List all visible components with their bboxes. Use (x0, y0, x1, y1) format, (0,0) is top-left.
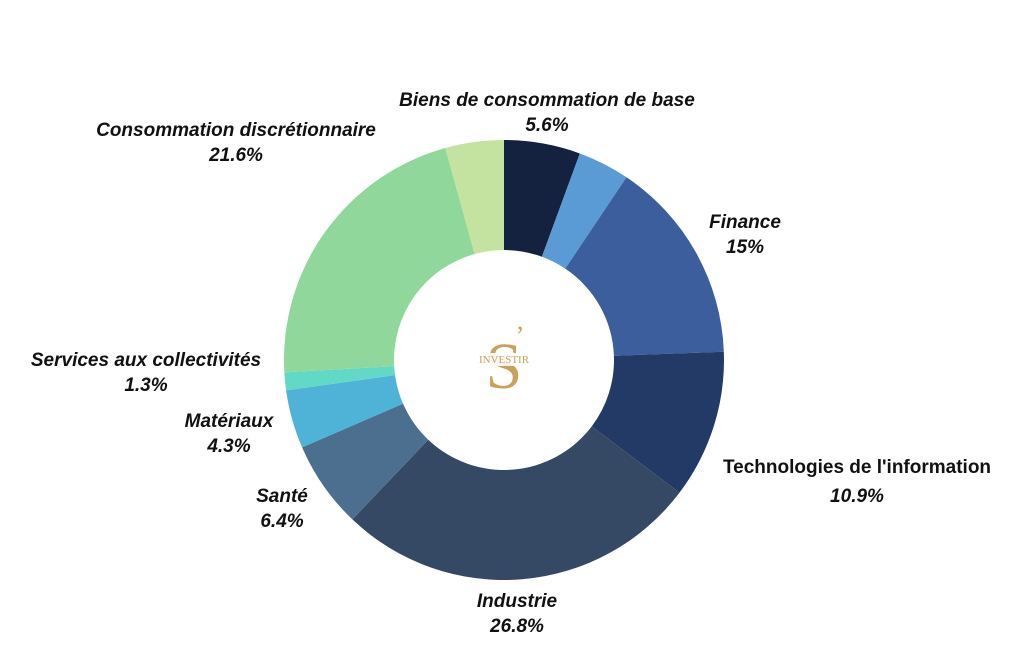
sinvestir-logo: S ’ INVESTIR (468, 321, 540, 402)
label-name: Industrie (476, 591, 558, 612)
label-value: 21.6% (209, 145, 263, 166)
label-industrie: Industrie 26.8% (477, 589, 557, 639)
label-value: 4.3% (207, 436, 251, 457)
donut-slice-3 (591, 351, 725, 493)
donut-slice-9 (445, 140, 504, 254)
label-biens-de-consommation: Biens de consommation de base 5.6% (399, 88, 695, 138)
label-value: 1.3% (124, 375, 168, 396)
donut-slice-1 (541, 153, 627, 269)
label-finance: Finance 15% (709, 210, 781, 260)
donut-slice-7 (284, 366, 396, 391)
label-technologies: Technologies de l'information 10.9% (723, 455, 991, 509)
label-value: 10.9% (830, 486, 884, 507)
label-name: Finance (709, 212, 781, 233)
label-value: 6.4% (260, 511, 304, 532)
label-materiaux: Matériaux 4.3% (185, 409, 274, 459)
label-name: Consommation discrétionnaire (96, 120, 376, 141)
label-services-aux-collectivites: Services aux collectivités 1.3% (31, 348, 261, 398)
label-name: Matériaux (184, 411, 274, 432)
label-name: Biens de consommation de base (399, 90, 695, 111)
donut-slice-5 (302, 403, 429, 520)
label-name: Technologies de l'information (722, 457, 992, 478)
label-name: Services aux collectivités (30, 350, 262, 371)
label-consommation-discretionnaire: Consommation discrétionnaire 21.6% (96, 118, 376, 168)
label-name: Santé (256, 486, 308, 507)
donut-slice-6 (286, 375, 404, 448)
label-value: 5.6% (525, 115, 569, 136)
label-sante: Santé 6.4% (256, 484, 308, 534)
logo-apostrophe: ’ (516, 321, 525, 350)
logo-word: INVESTIR (479, 354, 530, 366)
label-value: 26.8% (490, 616, 544, 637)
donut-slice-8 (284, 147, 475, 373)
donut-slice-4 (352, 426, 680, 580)
donut-slice-0 (504, 140, 580, 257)
donut-slice-2 (565, 177, 724, 356)
label-value: 15% (725, 237, 765, 258)
